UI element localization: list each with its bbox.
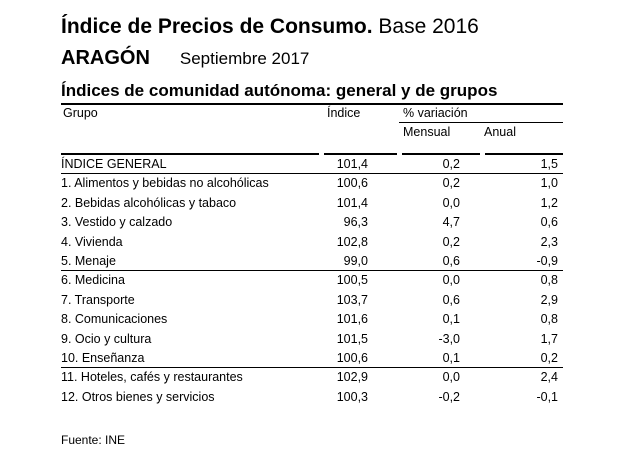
table-subtitle: Índices de comunidad autónoma: general y… <box>61 81 498 100</box>
cell-monthly: 0,6 <box>442 254 460 268</box>
cell-group-name: 4. Vivienda <box>61 234 123 249</box>
table-top-rule <box>61 103 563 105</box>
cell-annual: 1,5 <box>540 157 558 171</box>
report-title-base: Base 2016 <box>372 15 479 38</box>
table-row: 5. Menaje 99,0 0,6 -0,9 <box>61 252 563 271</box>
cell-monthly: 0,0 <box>442 370 460 385</box>
cell-annual: 2,9 <box>540 292 558 307</box>
table-row: 4. Vivienda 102,8 0,2 2,3 <box>61 233 563 252</box>
cell-index: 100,3 <box>336 389 368 404</box>
cell-group-name: 12. Otros bienes y servicios <box>61 389 215 404</box>
cell-annual: 2,3 <box>540 234 558 249</box>
cell-monthly: 0,6 <box>442 292 460 307</box>
table-row: 3. Vestido y calzado 96,3 4,7 0,6 <box>61 213 563 232</box>
cell-group-name: 2. Bebidas alcohólicas y tabaco <box>61 195 237 210</box>
section-separator <box>61 173 563 175</box>
header-bottom-rule <box>61 153 563 155</box>
rule-gap-1 <box>319 153 324 155</box>
header-variation: % variación <box>403 106 468 120</box>
cell-monthly: 0,0 <box>442 195 460 210</box>
table-row-general: ÍNDICE GENERAL 101,4 0,2 1,5 <box>61 155 563 174</box>
cell-monthly: 0,1 <box>442 312 460 327</box>
cell-index: 100,6 <box>336 351 368 365</box>
cell-index: 101,5 <box>336 331 368 346</box>
cell-monthly: 4,7 <box>442 215 460 230</box>
source-note: Fuente: INE <box>61 433 126 447</box>
cell-annual: 0,6 <box>540 215 558 230</box>
cell-group-name: 9. Ocio y cultura <box>61 331 152 346</box>
table-row: 11. Hoteles, cafés y restaurantes 102,9 0,… <box>61 368 563 387</box>
cell-annual: -0,9 <box>536 254 558 268</box>
cell-monthly: -0,2 <box>438 389 460 404</box>
cell-monthly: 0,2 <box>442 157 460 171</box>
cell-annual: 2,4 <box>540 370 558 385</box>
header-index: Índice <box>327 106 361 120</box>
cell-monthly: 0,1 <box>442 351 460 365</box>
cell-group-name: 7. Transporte <box>61 292 135 307</box>
rule-gap-2 <box>397 153 402 155</box>
region-name: ARAGÓN <box>61 47 150 69</box>
cell-annual: 1,2 <box>540 195 558 210</box>
table-row: 2. Bebidas alcohólicas y tabaco 101,4 0,0 1… <box>61 194 563 213</box>
cell-index: 103,7 <box>336 292 368 307</box>
header-annual: Anual <box>484 125 516 139</box>
cell-monthly: 0,0 <box>442 273 460 288</box>
table-row: 6. Medicina 100,5 0,0 0,8 <box>61 271 563 290</box>
table-row: 8. Comunicaciones 101,6 0,1 0,8 <box>61 310 563 329</box>
cell-monthly: 0,2 <box>442 176 460 191</box>
cell-index: 101,4 <box>336 195 368 210</box>
cell-annual: 0,8 <box>540 273 558 288</box>
cell-group-name: 10. Enseñanza <box>61 351 145 365</box>
cell-annual: 1,7 <box>540 331 558 346</box>
report-title-main: Índice de Precios de Consumo. <box>61 15 373 38</box>
table-row: 9. Ocio y cultura 101,5 -3,0 1,7 <box>61 330 563 349</box>
cell-index: 102,9 <box>336 370 368 385</box>
cell-group-name: 5. Menaje <box>61 254 116 268</box>
cell-index: 100,5 <box>336 273 368 288</box>
cell-monthly: -3,0 <box>438 331 460 346</box>
cell-annual: -0,1 <box>536 389 558 404</box>
cell-group-name: 8. Comunicaciones <box>61 312 168 327</box>
cell-group-name: 1. Alimentos y bebidas no alcohólicas <box>61 176 269 191</box>
rule-gap-3 <box>480 153 485 155</box>
header-monthly: Mensual <box>403 125 451 139</box>
cell-index: 101,6 <box>336 312 368 327</box>
cell-group-name: 6. Medicina <box>61 273 125 288</box>
table-row: 12. Otros bienes y servicios 100,3 -0,2 -0,… <box>61 388 563 407</box>
cell-index: 99,0 <box>343 254 368 268</box>
table-row: 1. Alimentos y bebidas no alcohólicas 100… <box>61 174 563 193</box>
region-line: ARAGÓN Septiembre 2017 <box>61 47 309 70</box>
cell-monthly: 0,2 <box>442 234 460 249</box>
table-row: 10. Enseñanza 100,6 0,1 0,2 <box>61 349 563 368</box>
period-label: Septiembre 2017 <box>179 49 310 68</box>
cell-group-name: ÍNDICE GENERAL <box>61 157 167 171</box>
table-row: 7. Transporte 103,7 0,6 2,9 <box>61 291 563 310</box>
cell-index: 102,8 <box>336 234 368 249</box>
section-separator <box>61 270 563 272</box>
cell-index: 96,3 <box>343 215 368 230</box>
report-title: Índice de Precios de Consumo. Base 2016 <box>61 15 479 39</box>
cell-annual: 0,2 <box>540 351 558 365</box>
cell-index: 100,6 <box>336 176 368 191</box>
cell-annual: 1,0 <box>540 176 558 191</box>
header-group: Grupo <box>63 106 98 120</box>
variation-subrule <box>399 122 563 123</box>
cell-group-name: 11. Hoteles, cafés y restaurantes <box>61 370 243 385</box>
cell-index: 101,4 <box>336 157 368 171</box>
cell-annual: 0,8 <box>540 312 558 327</box>
cell-group-name: 3. Vestido y calzado <box>61 215 173 230</box>
section-separator <box>61 367 563 369</box>
